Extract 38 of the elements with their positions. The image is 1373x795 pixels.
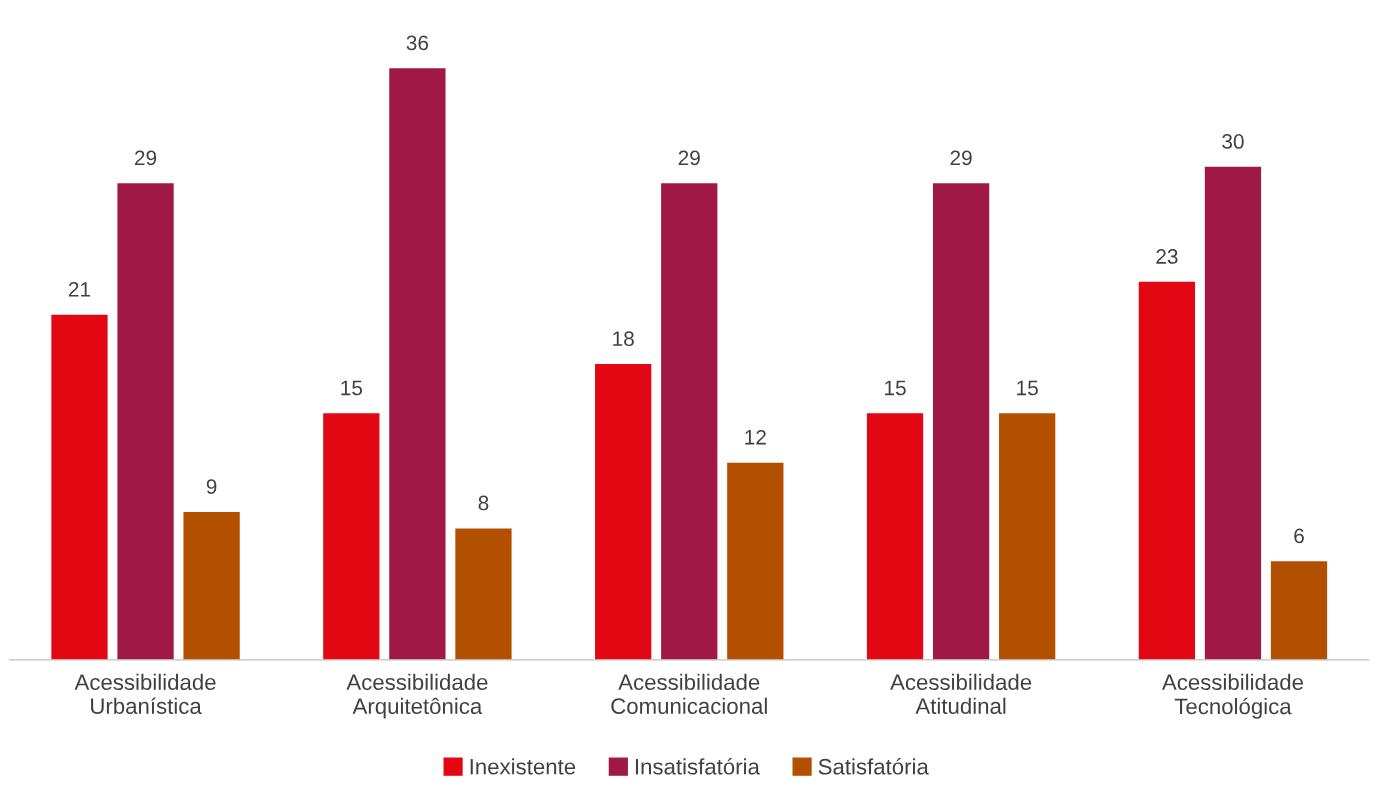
x-tick-label: Acessibilidade Atitudinal [890, 673, 1032, 714]
data-label: 18 [613, 331, 634, 347]
bar [117, 183, 174, 660]
bar [595, 364, 652, 660]
data-label: 29 [950, 150, 972, 166]
x-tick-label: Acessibilidade Arquitetônica [346, 673, 488, 719]
data-label: 15 [1017, 380, 1038, 396]
bar [51, 314, 108, 660]
bar [455, 528, 512, 660]
data-label: 8 [478, 495, 489, 511]
bar [727, 462, 784, 660]
data-label: 12 [745, 429, 766, 445]
data-label: 15 [341, 380, 363, 396]
bar [1204, 166, 1262, 660]
bar [389, 68, 446, 660]
legend-label: Inexistente [470, 758, 576, 775]
bar [1270, 561, 1328, 660]
x-tick-label: Acessibilidade Tecnológica [1161, 673, 1303, 719]
data-label: 9 [206, 479, 217, 494]
bar [661, 183, 718, 660]
data-label: 21 [68, 281, 91, 297]
data-label: 6 [1294, 528, 1304, 544]
data-label: 29 [135, 150, 157, 166]
data-label: 29 [678, 150, 700, 166]
data-label: 36 [406, 35, 429, 51]
data-label: 30 [1222, 134, 1244, 149]
data-label: 15 [885, 380, 906, 396]
data-label: 23 [1156, 249, 1178, 264]
bar [866, 413, 924, 660]
legend-label: Satisfatória [818, 758, 929, 775]
bar [999, 413, 1056, 660]
x-tick-label: Acessibilidade Comunicacional [611, 673, 767, 714]
bar [183, 511, 240, 660]
x-tick-label: Acessibilidade Urbanística [74, 673, 216, 714]
bar [323, 413, 380, 660]
legend-label: Insatisfatória [635, 758, 760, 775]
bar [932, 183, 990, 660]
bar [1138, 281, 1196, 660]
